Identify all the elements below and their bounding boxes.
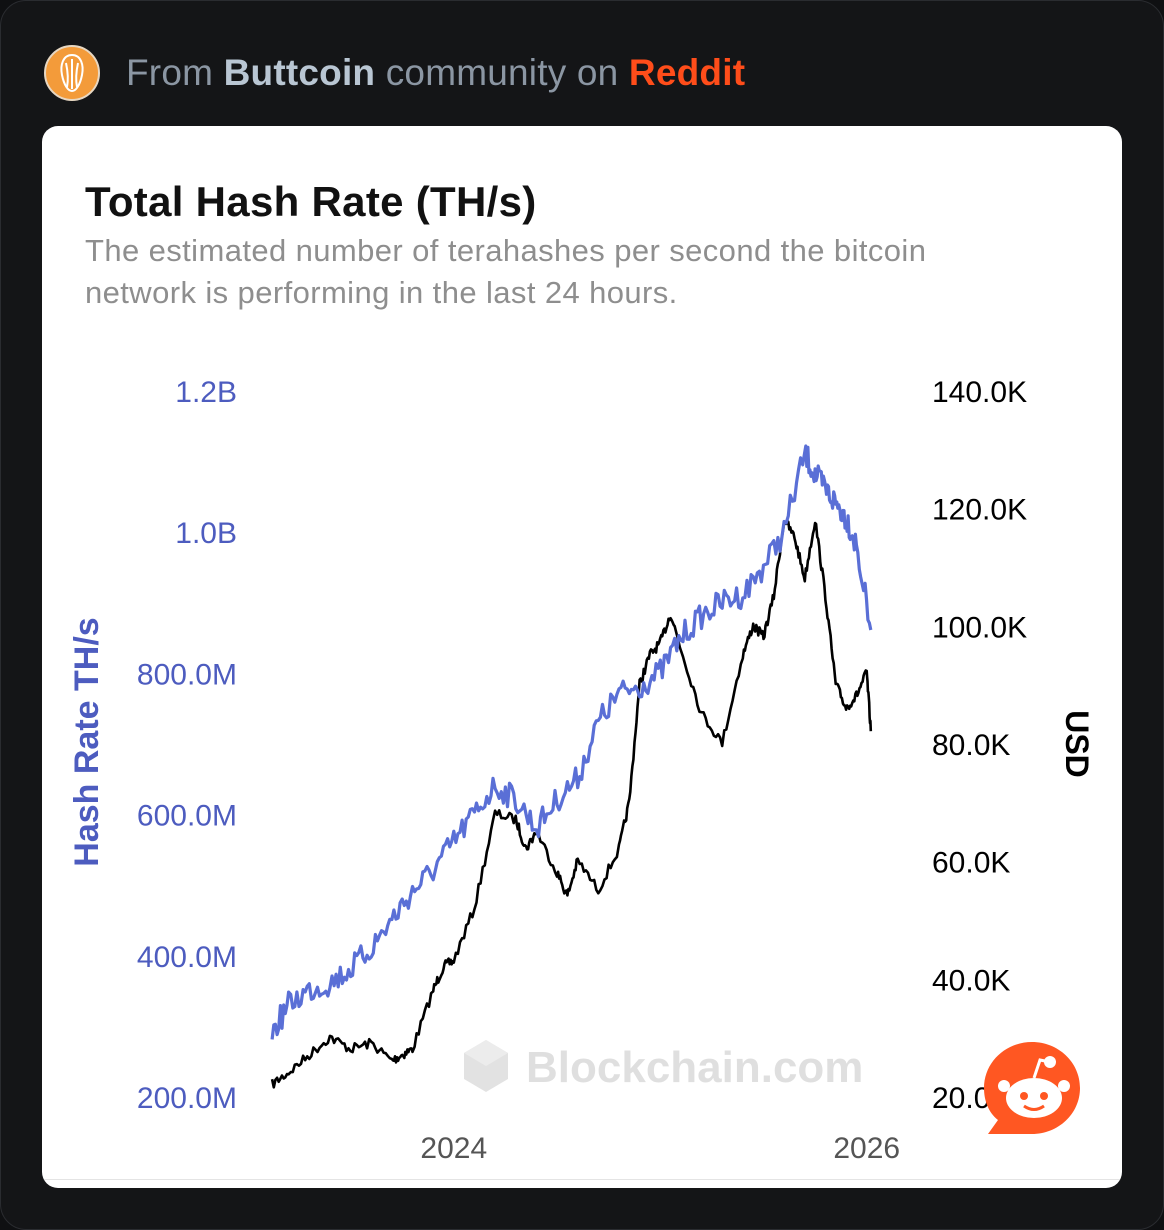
chart-subtitle: The estimated number of terahashes per s… <box>85 233 927 310</box>
left-axis-label: Hash Rate TH/s <box>68 617 106 866</box>
watermark-text: Blockchain.com <box>526 1043 863 1092</box>
x-axis-tick-label: 2026 <box>833 1132 900 1165</box>
right-axis-tick-label: 40.0K <box>932 964 1010 997</box>
community-name-link[interactable]: Buttcoin <box>223 52 376 93</box>
reddit-snoo-icon <box>980 1038 1084 1147</box>
left-axis-tick-label: 800.0M <box>137 658 237 691</box>
source-text: From Buttcoin community on Reddit <box>126 52 745 94</box>
right-axis-tick-label: 140.0K <box>932 376 1027 409</box>
left-axis-tick-label: 400.0M <box>137 941 237 974</box>
hash-rate-line <box>270 444 873 1040</box>
card-divider <box>42 1179 1122 1180</box>
right-axis-tick-label: 80.0K <box>932 729 1010 762</box>
source-bar[interactable]: From Buttcoin community on Reddit <box>44 44 745 102</box>
chart-title: Total Hash Rate (TH/s) <box>85 178 537 225</box>
platform-name-link[interactable]: Reddit <box>628 52 746 93</box>
hash-rate-chart: Blockchain.com 200.0M 400.0M 600.0M 800.0M 1… <box>68 376 1095 1165</box>
right-axis-label: USD <box>1059 710 1095 778</box>
source-prefix: From <box>126 52 214 93</box>
blockchain-watermark: Blockchain.com <box>464 1040 863 1092</box>
chart-card: Total Hash Rate (TH/s) The estimated num… <box>42 126 1122 1188</box>
blockchain-logo-icon <box>464 1040 508 1092</box>
left-axis-tick-label: 1.2B <box>175 376 237 409</box>
source-middle: community on <box>385 52 619 93</box>
right-axis-tick-label: 100.0K <box>932 611 1027 644</box>
right-axis-tick-label: 120.0K <box>932 494 1027 527</box>
price-line <box>270 519 873 1089</box>
left-axis-tick-label: 600.0M <box>137 800 237 833</box>
x-axis-tick-label: 2024 <box>420 1132 487 1165</box>
right-axis-tick-label: 60.0K <box>932 847 1010 880</box>
left-axis-tick-label: 200.0M <box>137 1082 237 1115</box>
subreddit-avatar-icon[interactable] <box>44 45 100 101</box>
left-axis-tick-label: 1.0B <box>175 517 237 550</box>
